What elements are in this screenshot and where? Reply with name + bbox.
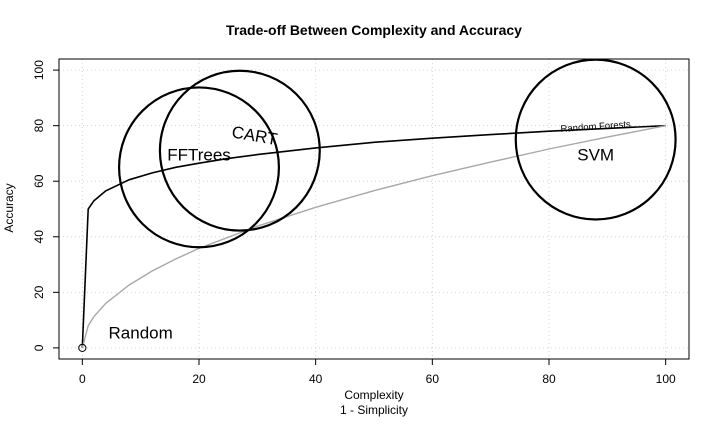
x-tick-label: 80 bbox=[542, 372, 556, 386]
y-tick-label: 80 bbox=[32, 119, 46, 133]
annotations: Random Forests Random bbox=[109, 119, 632, 342]
circle-cart bbox=[158, 69, 321, 232]
annotation-random-forests: Random Forests bbox=[560, 119, 631, 135]
x-tick-label: 0 bbox=[79, 372, 86, 386]
y-tick-label: 40 bbox=[32, 230, 46, 244]
series-lines bbox=[81, 124, 666, 349]
circle-label-fftrees: FFTrees bbox=[167, 146, 231, 165]
data-point bbox=[78, 343, 87, 352]
circle-fftrees bbox=[117, 86, 281, 249]
chart-title: Trade-off Between Complexity and Accurac… bbox=[226, 22, 522, 38]
data-points bbox=[78, 343, 87, 352]
series-line-2 bbox=[81, 125, 666, 349]
y-axis-label: Accuracy bbox=[2, 183, 16, 232]
y-tick-label: 100 bbox=[32, 60, 46, 80]
x-tick-label: 40 bbox=[309, 372, 323, 386]
y-tick-label: 0 bbox=[32, 344, 46, 351]
x-axis-label-2: 1 - Simplicity bbox=[340, 403, 408, 417]
x-tick-label: 60 bbox=[426, 372, 440, 386]
y-tick-label: 60 bbox=[32, 174, 46, 188]
circle-svm bbox=[514, 58, 677, 221]
x-tick-label: 20 bbox=[192, 372, 206, 386]
x-axis-label: Complexity bbox=[344, 388, 403, 402]
x-tick-label: 100 bbox=[656, 372, 676, 386]
axes: 0 20 40 60 80 100 0 20 40 60 80 100 bbox=[32, 60, 676, 386]
y-tick-label: 20 bbox=[32, 285, 46, 299]
series-line-1 bbox=[81, 124, 666, 348]
annotation-random: Random bbox=[109, 323, 173, 342]
circle-label-svm: SVM bbox=[577, 146, 614, 165]
plot-frame bbox=[58, 58, 690, 360]
grid bbox=[59, 59, 689, 359]
